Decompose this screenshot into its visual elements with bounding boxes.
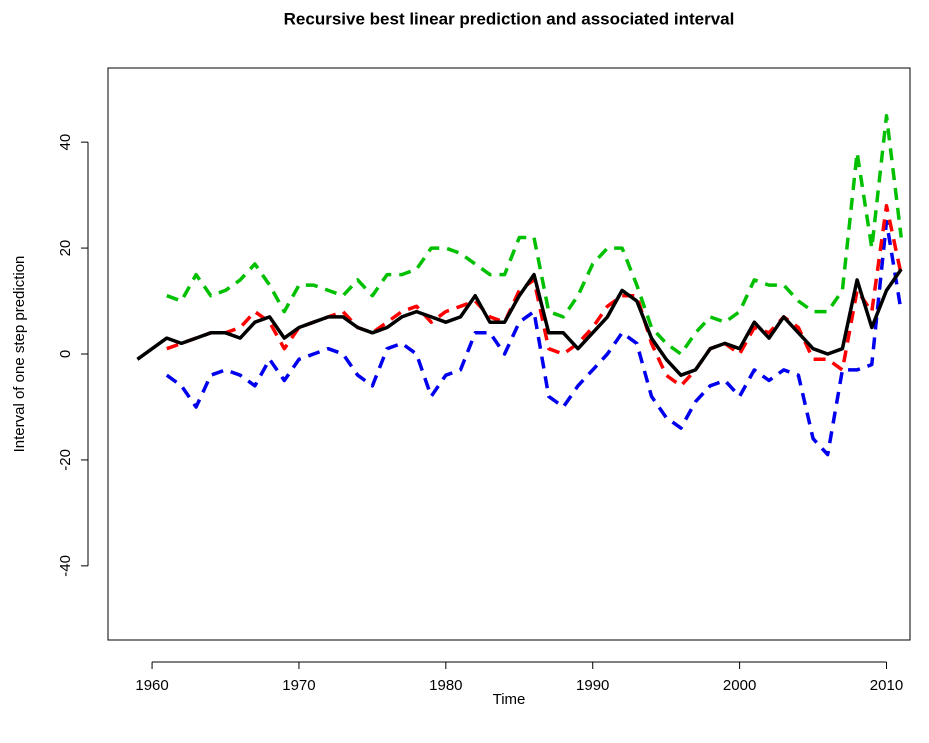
y-axis-label: Interval of one step prediction bbox=[11, 256, 28, 453]
x-tick-label: 1990 bbox=[576, 677, 609, 694]
x-tick-label: 1970 bbox=[282, 677, 315, 694]
y-tick-label: 0 bbox=[57, 350, 74, 358]
series-line bbox=[136, 268, 903, 377]
series-line bbox=[165, 219, 903, 457]
chart-title: Recursive best linear prediction and ass… bbox=[284, 9, 735, 28]
x-tick-label: 1960 bbox=[135, 677, 168, 694]
x-tick-label: 2010 bbox=[870, 677, 903, 694]
x-axis-label: Time bbox=[493, 691, 526, 708]
x-tick-label: 2000 bbox=[723, 677, 756, 694]
y-tick-label: -40 bbox=[57, 555, 74, 577]
x-tick-label: 1980 bbox=[429, 677, 462, 694]
plot-box bbox=[107, 67, 911, 641]
y-tick-label: 20 bbox=[57, 240, 74, 257]
y-tick-label: 40 bbox=[57, 134, 74, 151]
y-tick-label: -20 bbox=[57, 449, 74, 471]
